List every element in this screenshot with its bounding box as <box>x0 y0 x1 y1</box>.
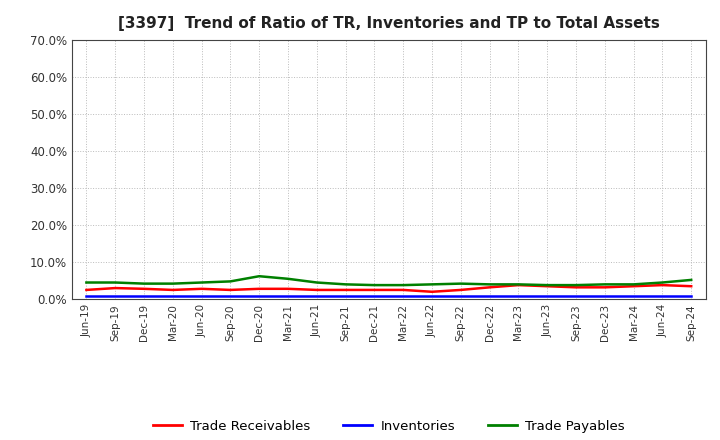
Inventories <box>226 293 235 299</box>
Trade Receivables <box>197 286 206 291</box>
Inventories <box>658 293 667 299</box>
Trade Payables <box>197 280 206 285</box>
Inventories <box>687 293 696 299</box>
Legend: Trade Receivables, Inventories, Trade Payables: Trade Receivables, Inventories, Trade Pa… <box>148 415 630 438</box>
Trade Payables <box>456 281 465 286</box>
Inventories <box>140 293 148 299</box>
Trade Receivables <box>543 284 552 289</box>
Trade Payables <box>543 282 552 288</box>
Trade Payables <box>370 282 379 288</box>
Trade Payables <box>312 280 321 285</box>
Line: Trade Payables: Trade Payables <box>86 276 691 285</box>
Trade Receivables <box>687 284 696 289</box>
Trade Payables <box>255 274 264 279</box>
Trade Receivables <box>111 286 120 291</box>
Title: [3397]  Trend of Ratio of TR, Inventories and TP to Total Assets: [3397] Trend of Ratio of TR, Inventories… <box>118 16 660 32</box>
Trade Payables <box>658 280 667 285</box>
Trade Receivables <box>600 285 609 290</box>
Trade Payables <box>111 280 120 285</box>
Trade Receivables <box>514 282 523 288</box>
Trade Receivables <box>485 285 494 290</box>
Trade Payables <box>168 281 177 286</box>
Trade Receivables <box>140 286 148 291</box>
Inventories <box>428 293 436 299</box>
Inventories <box>255 293 264 299</box>
Trade Payables <box>341 282 350 287</box>
Trade Receivables <box>629 284 638 289</box>
Inventories <box>82 293 91 299</box>
Trade Payables <box>399 282 408 288</box>
Trade Payables <box>284 276 292 282</box>
Inventories <box>572 293 580 299</box>
Trade Receivables <box>399 287 408 293</box>
Line: Trade Receivables: Trade Receivables <box>86 285 691 292</box>
Inventories <box>600 293 609 299</box>
Trade Payables <box>572 282 580 288</box>
Trade Receivables <box>82 287 91 293</box>
Inventories <box>514 293 523 299</box>
Trade Payables <box>687 277 696 282</box>
Inventories <box>399 293 408 299</box>
Inventories <box>197 293 206 299</box>
Trade Receivables <box>312 287 321 293</box>
Trade Receivables <box>456 287 465 293</box>
Trade Receivables <box>658 282 667 288</box>
Inventories <box>485 293 494 299</box>
Trade Receivables <box>428 289 436 294</box>
Trade Receivables <box>341 287 350 293</box>
Trade Payables <box>514 282 523 287</box>
Trade Receivables <box>168 287 177 293</box>
Inventories <box>111 293 120 299</box>
Trade Receivables <box>370 287 379 293</box>
Inventories <box>456 293 465 299</box>
Trade Receivables <box>255 286 264 291</box>
Trade Payables <box>226 279 235 284</box>
Trade Payables <box>629 282 638 287</box>
Trade Payables <box>82 280 91 285</box>
Trade Payables <box>428 282 436 287</box>
Inventories <box>370 293 379 299</box>
Inventories <box>312 293 321 299</box>
Trade Receivables <box>284 286 292 291</box>
Trade Receivables <box>226 287 235 293</box>
Inventories <box>284 293 292 299</box>
Trade Receivables <box>572 285 580 290</box>
Inventories <box>543 293 552 299</box>
Inventories <box>629 293 638 299</box>
Inventories <box>341 293 350 299</box>
Trade Payables <box>140 281 148 286</box>
Inventories <box>168 293 177 299</box>
Trade Payables <box>600 282 609 287</box>
Trade Payables <box>485 282 494 287</box>
